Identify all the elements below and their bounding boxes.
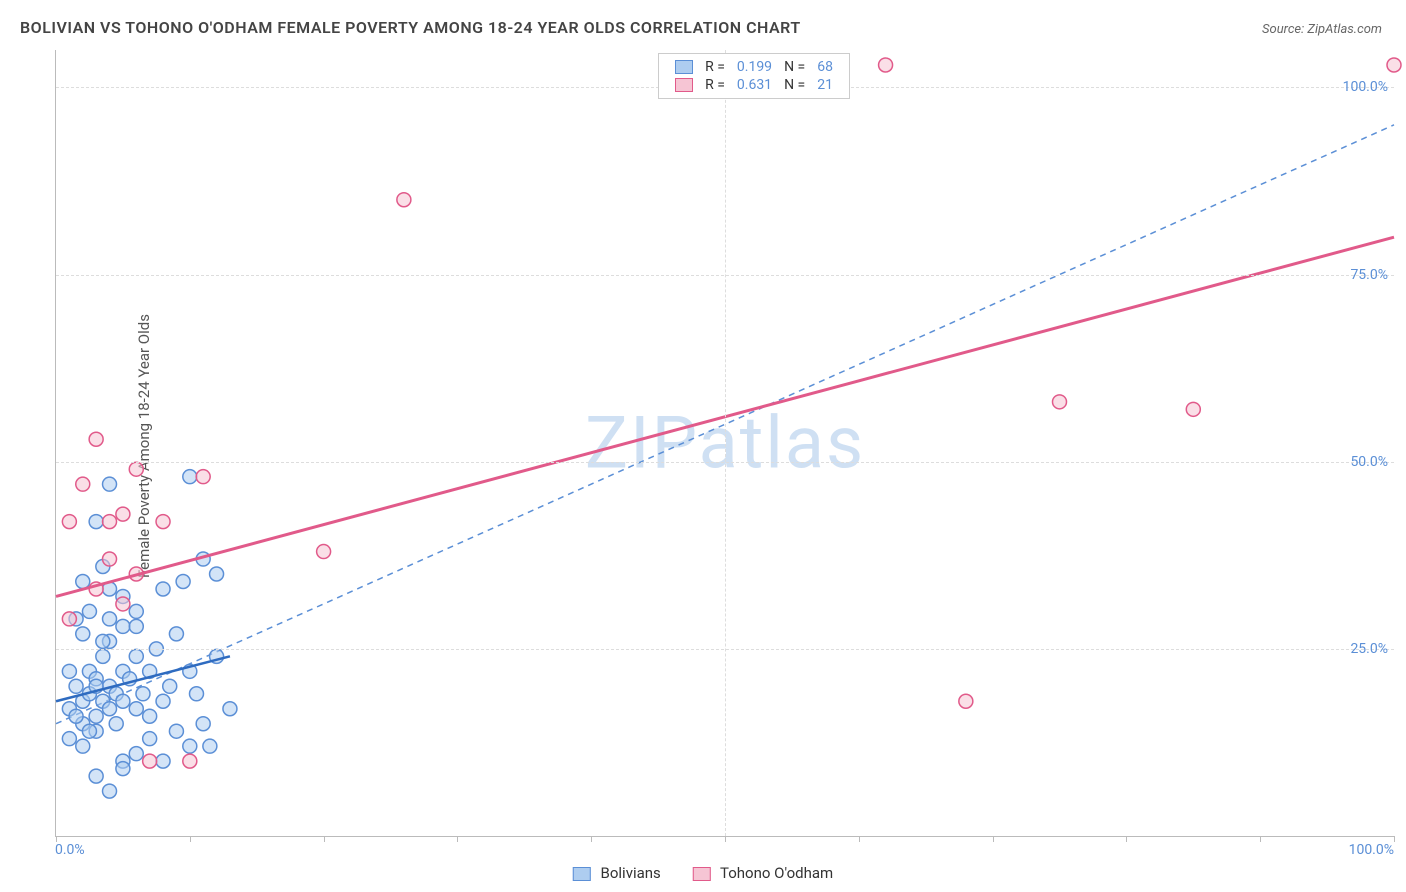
y-tick-label: 25.0% xyxy=(1350,641,1388,657)
legend-item-bolivians: Bolivians xyxy=(573,864,661,882)
x-axis-labels: 0.0% 100.0% xyxy=(55,842,1394,862)
swatch-tohono xyxy=(675,78,693,92)
x-tick-max: 100.0% xyxy=(1349,842,1394,858)
legend-label-bolivians: Bolivians xyxy=(601,864,661,882)
y-tick-label: 100.0% xyxy=(1343,79,1388,95)
legend-row-bolivians: R = 0.199 N = 68 xyxy=(669,58,839,76)
chart-plot-area: ZIPatlas R = 0.199 N = 68 R = 0.631 N = … xyxy=(55,50,1394,837)
legend-label-tohono: Tohono O'odham xyxy=(720,864,833,882)
y-tick-label: 50.0% xyxy=(1350,454,1388,470)
legend-item-tohono: Tohono O'odham xyxy=(693,864,834,882)
source-attribution: Source: ZipAtlas.com xyxy=(1262,22,1382,37)
series-legend: Bolivians Tohono O'odham xyxy=(559,864,847,882)
swatch-bolivians xyxy=(675,60,693,74)
correlation-legend: R = 0.199 N = 68 R = 0.631 N = 21 xyxy=(658,53,850,99)
swatch-bolivians-icon xyxy=(573,867,591,881)
chart-title: BOLIVIAN VS TOHONO O'ODHAM FEMALE POVERT… xyxy=(20,18,801,37)
y-tick-label: 75.0% xyxy=(1350,267,1388,283)
legend-row-tohono: R = 0.631 N = 21 xyxy=(669,76,839,94)
swatch-tohono-icon xyxy=(693,867,711,881)
x-tick-min: 0.0% xyxy=(55,842,85,858)
